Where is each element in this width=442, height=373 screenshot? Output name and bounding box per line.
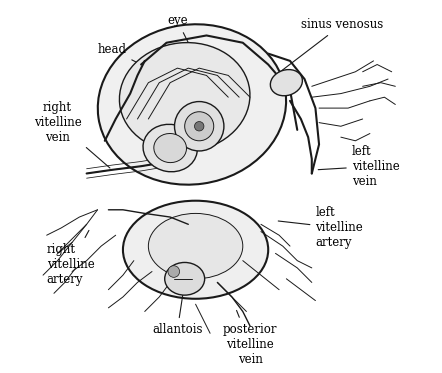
Ellipse shape <box>271 70 302 96</box>
Circle shape <box>168 266 179 278</box>
Text: right
vitelline
vein: right vitelline vein <box>34 101 110 168</box>
Text: posterior
vitelline
vein: posterior vitelline vein <box>223 310 277 366</box>
Text: eye: eye <box>167 15 191 47</box>
Ellipse shape <box>154 134 187 163</box>
Text: left
vitelline
artery: left vitelline artery <box>278 206 363 250</box>
Text: allantois: allantois <box>152 285 203 336</box>
Ellipse shape <box>98 24 286 185</box>
Circle shape <box>175 101 224 151</box>
Text: head: head <box>98 44 146 67</box>
Circle shape <box>185 112 214 141</box>
Ellipse shape <box>119 43 250 152</box>
Ellipse shape <box>143 124 197 172</box>
Circle shape <box>194 122 204 131</box>
Text: sinus venosus: sinus venosus <box>278 18 383 74</box>
Ellipse shape <box>123 201 268 299</box>
Ellipse shape <box>165 263 205 295</box>
Ellipse shape <box>149 213 243 279</box>
Text: left
vitelline
vein: left vitelline vein <box>318 145 400 188</box>
Text: right
vitelline
artery: right vitelline artery <box>47 231 95 286</box>
